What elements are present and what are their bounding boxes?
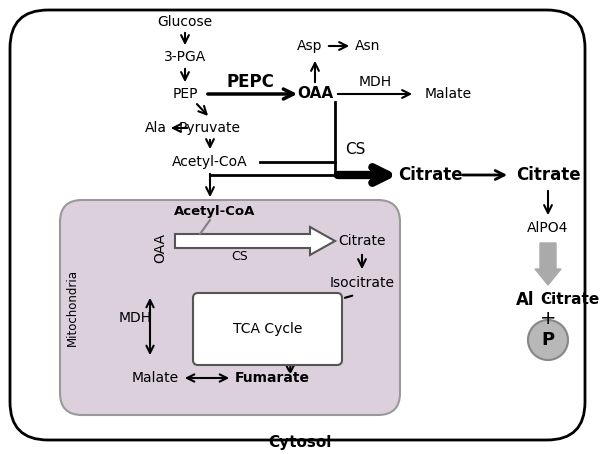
Text: +: + (540, 309, 556, 327)
Text: TCA Cycle: TCA Cycle (233, 322, 302, 336)
Text: Citrate: Citrate (398, 166, 462, 184)
Text: Ala: Ala (145, 121, 167, 135)
Text: Asp: Asp (298, 39, 323, 53)
Text: MDH: MDH (358, 75, 391, 89)
FancyArrow shape (535, 243, 561, 285)
Polygon shape (175, 227, 335, 255)
Text: Malate: Malate (424, 87, 471, 101)
Text: Cytosol: Cytosol (268, 434, 331, 449)
Text: Acetyl-CoA: Acetyl-CoA (172, 155, 248, 169)
Text: Al: Al (516, 291, 534, 309)
Text: Mitochondria: Mitochondria (65, 270, 79, 346)
Text: P: P (541, 331, 554, 349)
Circle shape (528, 320, 568, 360)
Text: AlPO4: AlPO4 (527, 221, 568, 235)
Text: MDH: MDH (118, 311, 152, 325)
Text: Citrate: Citrate (338, 234, 386, 248)
Text: Fumarate: Fumarate (235, 371, 310, 385)
Text: Asn: Asn (355, 39, 381, 53)
Text: Pyruvate: Pyruvate (179, 121, 241, 135)
Text: Isocitrate: Isocitrate (330, 276, 395, 290)
Text: OAA: OAA (153, 233, 167, 263)
FancyBboxPatch shape (193, 293, 342, 365)
FancyBboxPatch shape (10, 10, 585, 440)
Text: Citrate: Citrate (516, 166, 581, 184)
Text: ···: ··· (541, 292, 561, 307)
Text: OAA: OAA (297, 87, 333, 102)
Text: Glucose: Glucose (158, 15, 213, 29)
Text: CS: CS (345, 143, 365, 158)
Text: PEPC: PEPC (226, 73, 274, 91)
Text: PEP: PEP (172, 87, 198, 101)
Text: Malate: Malate (132, 371, 179, 385)
Text: CS: CS (231, 250, 248, 262)
FancyBboxPatch shape (60, 200, 400, 415)
Text: 3-PGA: 3-PGA (164, 50, 206, 64)
Text: Citrate: Citrate (541, 292, 599, 307)
Text: Acetyl-CoA: Acetyl-CoA (175, 206, 256, 218)
